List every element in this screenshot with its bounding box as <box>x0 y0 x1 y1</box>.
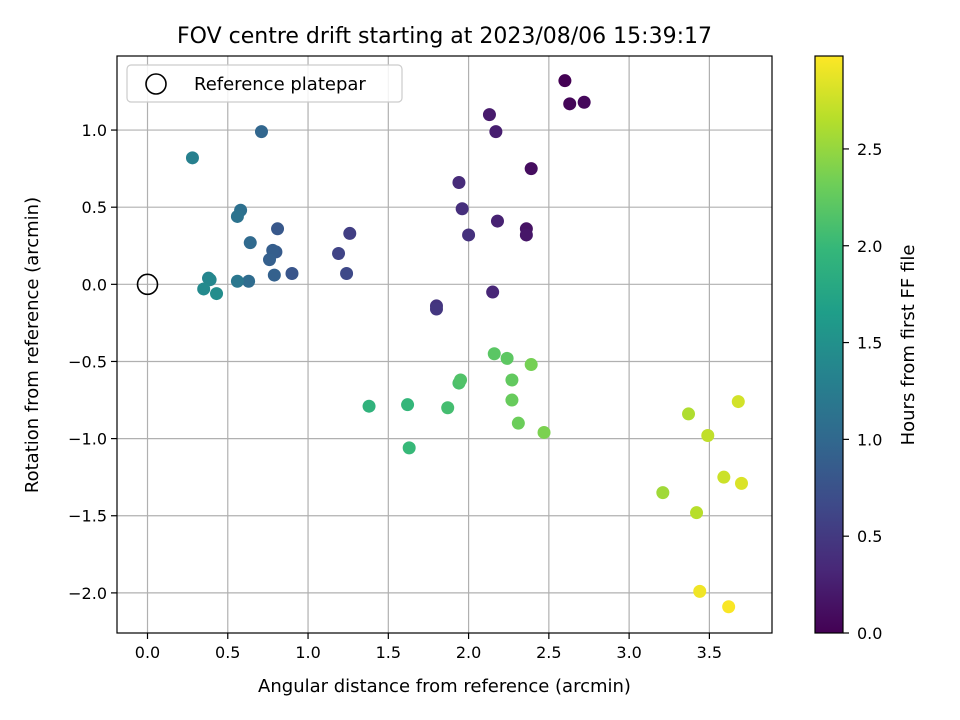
x-tick-label: 3.0 <box>616 643 641 662</box>
scatter-point <box>402 441 416 455</box>
scatter-point <box>731 395 745 409</box>
y-axis-label: Rotation from reference (arcmin) <box>22 197 43 493</box>
colorbar-tick-label: 2.5 <box>857 140 882 159</box>
scatter-point <box>429 302 443 316</box>
scatter-point <box>537 425 551 439</box>
scatter-point <box>511 416 525 430</box>
scatter-point <box>482 108 496 122</box>
y-axis-ticks: 1.0 0.5 0.0 −0.5 −1.0 −1.5 −2.0 <box>68 121 117 603</box>
x-tick-label: 1.0 <box>295 643 320 662</box>
scatter-point <box>682 407 696 421</box>
grid-lines <box>117 56 772 633</box>
scatter-point <box>487 347 501 361</box>
scatter-point <box>271 222 285 236</box>
x-axis-label: Angular distance from reference (arcmin) <box>258 676 631 697</box>
scatter-point <box>524 358 538 372</box>
scatter-point <box>332 246 346 260</box>
scatter-point <box>401 398 415 412</box>
scatter-point <box>210 287 224 301</box>
scatter-point <box>267 268 281 282</box>
colorbar-tick-label: 1.0 <box>857 430 882 449</box>
scatter-point <box>486 285 500 299</box>
scatter-point <box>285 267 299 281</box>
scatter-point <box>340 267 354 281</box>
scatter-point <box>505 393 519 407</box>
plot-frame <box>116 55 773 634</box>
scatter-point <box>243 236 257 250</box>
x-tick-label: 2.5 <box>536 643 561 662</box>
x-tick-label: 0.5 <box>215 643 240 662</box>
legend-label-reference-platepar: Reference platepar <box>194 74 366 95</box>
data-points <box>185 74 748 614</box>
reference-platepar-marker <box>136 273 159 296</box>
scatter-point <box>505 373 519 387</box>
scatter-point <box>441 401 455 415</box>
scatter-point <box>717 470 731 484</box>
scatter-point <box>203 273 217 287</box>
scatter-point <box>242 274 256 288</box>
scatter-point <box>462 228 476 242</box>
scatter-point <box>489 125 503 139</box>
scatter-point <box>558 74 572 88</box>
legend: Reference platepar <box>126 64 403 103</box>
scatter-point <box>563 97 577 111</box>
scatter-point <box>455 202 469 216</box>
scatter-point <box>197 282 211 296</box>
colorbar-label: Hours from first FF file <box>898 245 919 446</box>
scatter-point <box>343 226 357 240</box>
scatter-point <box>490 214 504 228</box>
x-tick-label: 3.5 <box>697 643 722 662</box>
scatter-point <box>185 151 199 165</box>
scatter-point <box>362 399 376 413</box>
y-tick-label: −2.0 <box>68 584 107 603</box>
scatter-point <box>693 584 707 598</box>
colorbar-ticks: 0.0 0.5 1.0 1.5 2.0 2.5 <box>843 140 882 643</box>
colorbar-tick-label: 0.0 <box>857 624 882 643</box>
scatter-point <box>519 228 533 242</box>
colorbar-frame <box>814 55 844 634</box>
colorbar: 0.0 0.5 1.0 1.5 2.0 2.5 Hours from first FF f… <box>814 55 919 643</box>
scatter-point <box>656 486 670 500</box>
legend-box <box>126 64 403 103</box>
y-tick-label: −1.5 <box>68 507 107 526</box>
scatter-point <box>263 253 277 267</box>
y-tick-label: −0.5 <box>68 352 107 371</box>
scatter-point <box>500 351 514 365</box>
scatter-point <box>690 506 704 520</box>
y-tick-label: −1.0 <box>68 430 107 449</box>
scatter-point <box>454 373 468 387</box>
x-tick-label: 1.5 <box>376 643 401 662</box>
scatter-point <box>734 476 748 490</box>
scatter-point <box>722 600 736 614</box>
colorbar-tick-label: 2.0 <box>857 237 882 256</box>
scatter-point <box>230 274 244 288</box>
y-tick-label: 0.0 <box>82 275 107 294</box>
colorbar-tick-label: 0.5 <box>857 527 882 546</box>
scatter-point <box>577 95 591 109</box>
scatter-point <box>452 176 466 190</box>
scatter-point <box>230 209 244 223</box>
colorbar-tick-label: 1.5 <box>857 334 882 353</box>
scatter-point <box>524 162 538 176</box>
legend-open-circle-marker <box>145 73 167 95</box>
scatter-point <box>701 429 715 443</box>
x-axis-ticks: 0.0 0.5 1.0 1.5 2.0 2.5 3.0 3.5 <box>135 633 722 662</box>
chart-title: FOV centre drift starting at 2023/08/06 … <box>177 24 712 49</box>
x-tick-label: 0.0 <box>135 643 160 662</box>
scatter-point <box>254 125 268 139</box>
colorbar-gradient <box>815 56 843 633</box>
y-tick-label: 0.5 <box>82 198 107 217</box>
y-tick-label: 1.0 <box>82 121 107 140</box>
x-tick-label: 2.0 <box>456 643 481 662</box>
